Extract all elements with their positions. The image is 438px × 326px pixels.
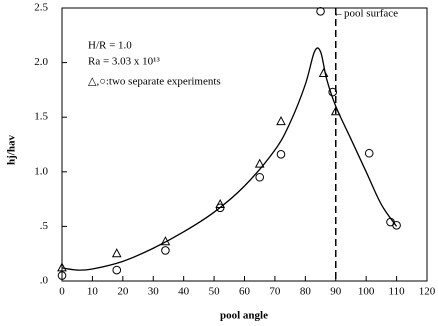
fit-curve xyxy=(61,47,398,271)
y-tick-label: .5 xyxy=(40,220,49,232)
annotation: △,○:two separate experiments xyxy=(88,76,221,88)
x-tick-label: 10 xyxy=(87,286,99,298)
annotation: ←pool surface xyxy=(333,8,398,20)
circle-point xyxy=(57,271,67,280)
circle-point xyxy=(364,148,374,158)
circle-point xyxy=(276,150,286,159)
annotation: H/R = 1.0 xyxy=(88,40,132,52)
y-tick-label: 2.5 xyxy=(34,2,48,14)
y-tick-label: 1.0 xyxy=(34,165,48,177)
x-tick-label: 0 xyxy=(59,286,65,298)
circle-point xyxy=(255,172,265,182)
annotation: Ra = 3.03 x 10¹³ xyxy=(88,56,160,68)
x-axis-title: pool angle xyxy=(220,310,268,322)
x-tick-label: 100 xyxy=(358,286,375,298)
circle-point xyxy=(392,221,401,230)
circle-point xyxy=(328,87,338,97)
circle-point xyxy=(112,265,122,275)
circle-point xyxy=(316,6,325,16)
y-tick-label: 2.0 xyxy=(34,56,48,68)
x-tick-label: 120 xyxy=(419,286,436,298)
y-tick-label: 1.5 xyxy=(34,111,48,123)
x-tick-label: 90 xyxy=(330,286,342,298)
x-tick-label: 20 xyxy=(117,286,129,298)
triangle-point xyxy=(57,262,67,272)
x-tick-label: 50 xyxy=(209,286,221,298)
y-tick-label: .0 xyxy=(40,275,49,287)
x-tick-label: 110 xyxy=(389,286,406,298)
triangle-point xyxy=(276,116,286,126)
triangle-point xyxy=(111,248,122,258)
x-tick-label: 70 xyxy=(269,286,281,298)
circle-point xyxy=(215,203,225,213)
x-tick-label: 40 xyxy=(178,286,190,298)
circle-point xyxy=(161,246,170,255)
triangle-point xyxy=(254,158,265,168)
y-axis-title: hj/hav xyxy=(6,135,18,165)
x-tick-label: 80 xyxy=(300,286,312,298)
x-tick-label: 60 xyxy=(239,286,251,298)
x-tick-label: 30 xyxy=(148,286,160,298)
